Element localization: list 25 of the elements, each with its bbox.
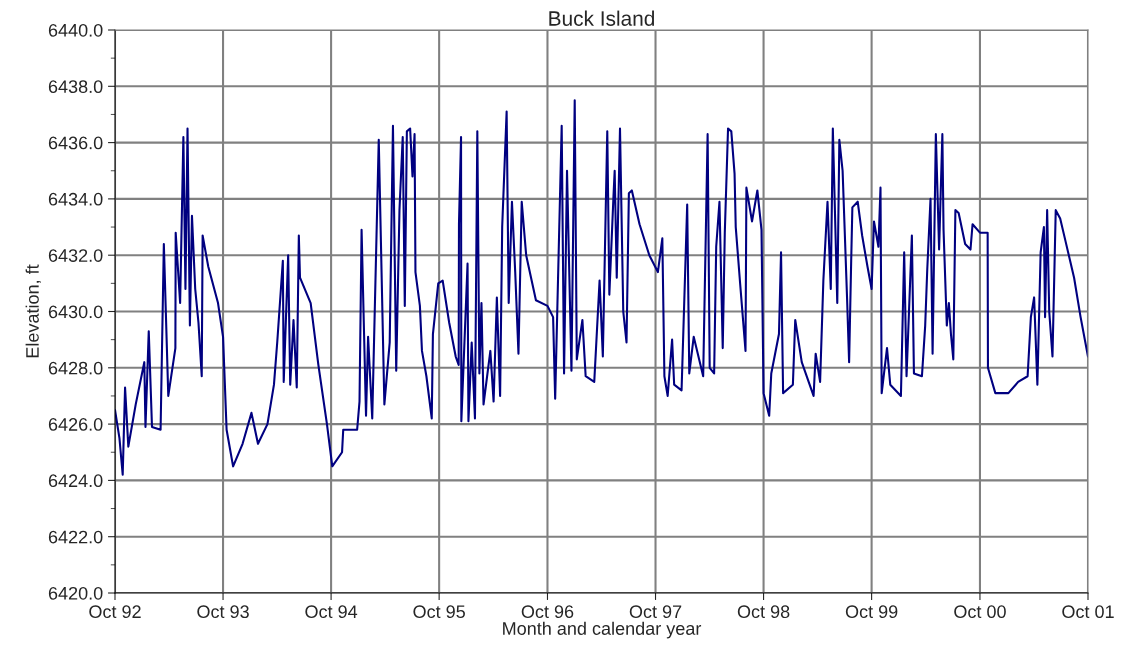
y-tick-label: 6438.0	[48, 80, 103, 94]
y-tick-label: 6434.0	[48, 192, 103, 206]
y-tick-label: 6428.0	[48, 361, 103, 375]
x-tick-label: Oct 93	[197, 605, 249, 619]
x-tick-label: Oct 96	[521, 605, 574, 619]
x-tick-label: Oct 99	[845, 605, 898, 619]
y-tick-label: 6424.0	[48, 474, 103, 488]
y-tick-label: 6436.0	[48, 136, 103, 150]
y-tick-label: 6420.0	[48, 586, 103, 600]
y-tick-label: 6432.0	[48, 249, 103, 262]
y-tick-label: 6426.0	[48, 418, 103, 431]
chart-title: Buck Island	[549, 10, 655, 26]
x-tick-label: Oct 97	[629, 605, 682, 619]
x-tick-label: Oct 01	[1062, 605, 1114, 619]
x-tick-label: Oct 95	[413, 605, 465, 619]
x-tick-label: Oct 94	[305, 605, 358, 619]
y-tick-label: 6440.0	[48, 23, 103, 37]
line-series	[115, 99, 1088, 476]
x-tick-label: Oct 92	[89, 605, 141, 619]
x-tick-label: Oct 98	[737, 605, 790, 619]
x-axis-title: Month and calendar year	[503, 621, 702, 639]
y-tick-label: 6422.0	[48, 530, 103, 544]
y-tick-label: 6430.0	[48, 305, 103, 319]
y-axis-title: Elevation, ft	[25, 264, 41, 358]
x-tick-label: Oct 00	[954, 605, 1006, 619]
